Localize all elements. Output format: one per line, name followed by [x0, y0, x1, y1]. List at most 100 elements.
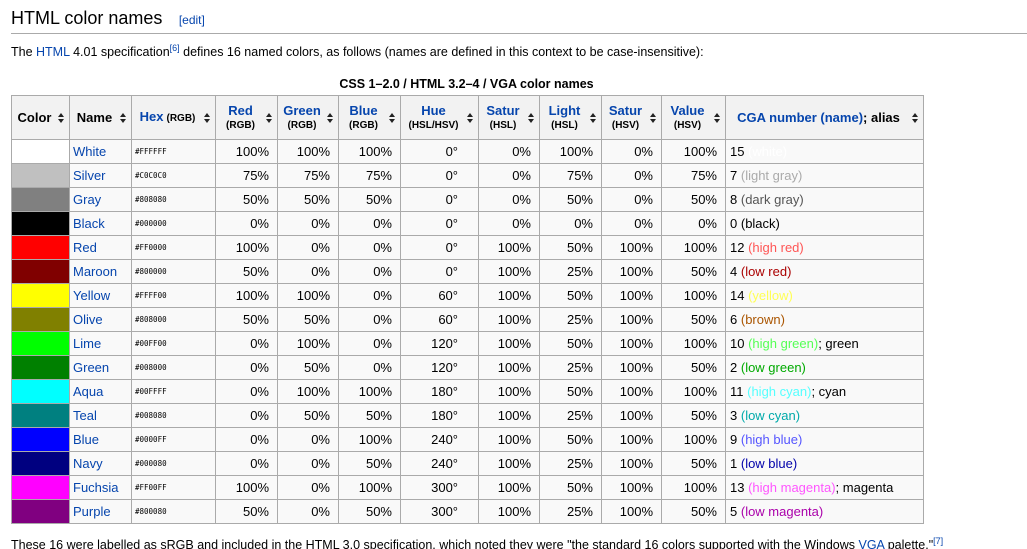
header-label[interactable]: Light [548, 102, 581, 118]
header-label[interactable]: Hue [421, 102, 446, 118]
sort-icon[interactable] [912, 113, 919, 123]
hex-cell: #C0C0C0 [131, 163, 216, 188]
value-cell: 0% [478, 163, 540, 188]
cga-alias: ; green [818, 336, 859, 351]
header-sub: (RGB) [166, 113, 196, 124]
column-header[interactable]: Color [11, 95, 70, 140]
value-cell: 100% [478, 283, 540, 308]
column-header[interactable]: Hue (HSL/HSV) [400, 95, 479, 140]
header-suffix: ; alias [863, 110, 900, 125]
hex-cell: #000080 [131, 451, 216, 476]
sort-icon[interactable] [389, 113, 396, 123]
sort-icon[interactable] [714, 113, 721, 123]
value-cell: 25% [539, 499, 602, 524]
value-cell: 50% [539, 475, 602, 500]
color-name-link[interactable]: Red [73, 240, 97, 255]
color-name-link[interactable]: Aqua [73, 384, 104, 399]
value-cell: 100% [215, 283, 278, 308]
column-header[interactable]: Hex (RGB) [131, 95, 216, 140]
color-name-link[interactable]: Lime [73, 336, 102, 351]
color-name-link[interactable]: Purple [73, 504, 111, 519]
cga-number: 15 [730, 144, 745, 159]
cga-cell: 8 (dark gray) [725, 187, 924, 212]
color-name-link[interactable]: Fuchsia [73, 480, 119, 495]
value-cell: 100% [601, 283, 662, 308]
color-name-link[interactable]: Gray [73, 192, 102, 207]
value-cell: 100% [601, 355, 662, 380]
column-header[interactable]: CGA number (name); alias [725, 95, 924, 140]
color-name-link[interactable]: Yellow [73, 288, 111, 303]
table-row: White #FFFFFF 100% 100% 100% 0° 0% 100% 0% 100% 15… [11, 139, 924, 164]
value-cell: 120° [400, 355, 479, 380]
column-header[interactable]: Blue (RGB) [338, 95, 401, 140]
color-name-link[interactable]: Navy [73, 456, 103, 471]
column-header[interactable]: Name [69, 95, 132, 140]
edit-link[interactable]: [edit] [178, 13, 205, 27]
header-label[interactable]: Satur [608, 102, 643, 118]
sort-icon[interactable] [58, 113, 65, 123]
value-cell: 50% [661, 259, 726, 284]
color-name-link[interactable]: Green [73, 360, 110, 375]
sort-icon[interactable] [120, 113, 127, 123]
cga-name: (black) [740, 216, 780, 231]
value-cell: 100% [601, 379, 662, 404]
table-row: Purple #800080 50% 0% 50% 300° 100% 25% 100% 50% 5… [11, 499, 924, 524]
value-cell: 0° [400, 211, 479, 236]
value-cell: 50% [215, 187, 278, 212]
color-name-link[interactable]: Silver [73, 168, 106, 183]
value-cell: 100% [478, 235, 540, 260]
value-cell: 100% [338, 379, 401, 404]
color-swatch [11, 499, 70, 524]
header-label[interactable]: Green [283, 102, 321, 118]
header-label[interactable]: Value [670, 102, 705, 118]
cga-name: (high green) [748, 336, 819, 351]
sort-icon[interactable] [528, 113, 535, 123]
hex-cell: #00FF00 [131, 331, 216, 356]
color-name-link[interactable]: Olive [73, 312, 103, 327]
header-label[interactable]: Satur [486, 102, 520, 118]
cga-name: (white) [748, 144, 788, 159]
name-cell: Lime [69, 331, 132, 356]
header-label[interactable]: Hex [139, 109, 164, 124]
column-header[interactable]: Green (RGB) [277, 95, 339, 140]
value-cell: 50% [539, 187, 602, 212]
sort-icon[interactable] [327, 113, 334, 123]
sort-icon[interactable] [204, 113, 211, 123]
sort-icon[interactable] [467, 113, 474, 123]
cga-number: 12 [730, 240, 745, 255]
color-name-link[interactable]: Blue [73, 432, 100, 447]
value-cell: 25% [539, 451, 602, 476]
column-header[interactable]: Satur (HSL) [478, 95, 540, 140]
value-cell: 25% [539, 307, 602, 332]
sort-icon[interactable] [266, 113, 273, 123]
column-header[interactable]: Red (RGB) [215, 95, 278, 140]
color-name-link[interactable]: White [73, 144, 107, 159]
column-header[interactable]: Light (HSL) [539, 95, 602, 140]
vga-link[interactable]: VGA [858, 538, 885, 549]
html-link[interactable]: HTML [36, 45, 70, 59]
color-swatch [11, 235, 70, 260]
color-name-link[interactable]: Black [73, 216, 105, 231]
header-label[interactable]: Red [228, 102, 253, 118]
reference-link[interactable]: [7] [933, 536, 944, 546]
sort-icon[interactable] [650, 113, 657, 123]
value-cell: 50% [215, 259, 278, 284]
cga-name: (high magenta) [748, 480, 836, 495]
column-header[interactable]: Satur (HSV) [601, 95, 662, 140]
value-cell: 300° [400, 499, 479, 524]
header-label[interactable]: CGA number (name) [737, 110, 864, 125]
value-cell: 100% [661, 331, 726, 356]
sort-icon[interactable] [590, 113, 597, 123]
value-cell: 100% [539, 139, 602, 164]
column-header[interactable]: Value (HSV) [661, 95, 726, 140]
reference-link[interactable]: [6] [169, 43, 180, 53]
value-cell: 100% [478, 331, 540, 356]
name-cell: Green [69, 355, 132, 380]
color-name-link[interactable]: Teal [73, 408, 97, 423]
color-name-link[interactable]: Maroon [73, 264, 118, 279]
value-cell: 240° [400, 451, 479, 476]
header-label[interactable]: Blue [349, 102, 378, 118]
header-sub: (HSL) [489, 119, 517, 131]
value-cell: 75% [539, 163, 602, 188]
value-cell: 0% [338, 331, 401, 356]
